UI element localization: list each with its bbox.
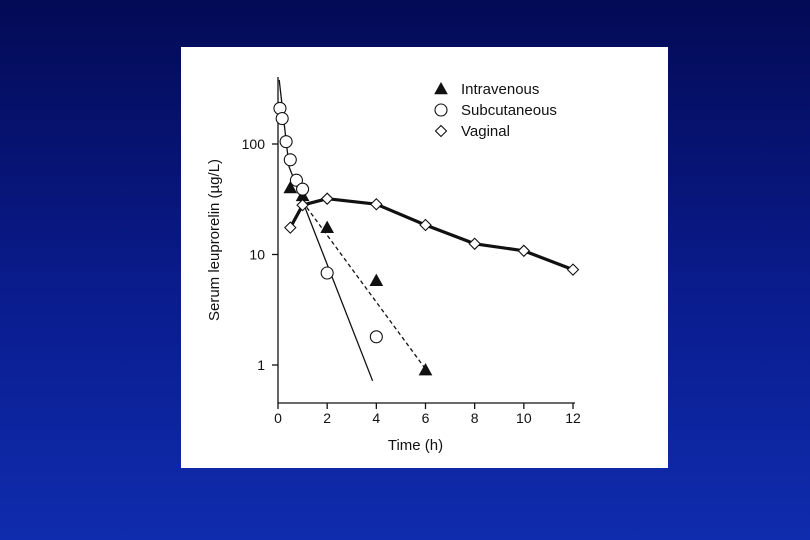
data-point: [296, 182, 310, 196]
series-line: [302, 201, 427, 370]
data-point: [320, 192, 334, 205]
data-point: [283, 153, 297, 167]
data-point: [296, 198, 309, 212]
legend-marker: [434, 124, 448, 138]
x-axis-title: Time (h): [388, 437, 443, 454]
x-tick-label: 0: [274, 410, 282, 426]
chart-panel: 0 2 4 6 8 10 12 1 10 100 Time (h) Serum leuprorelin…: [181, 47, 668, 468]
data-point: [517, 244, 531, 258]
data-point: [468, 237, 481, 251]
data-point: [418, 363, 433, 376]
x-tick-label: 8: [471, 410, 479, 426]
data-point: [369, 330, 383, 344]
data-point: [284, 221, 297, 234]
data-point: [370, 197, 383, 211]
y-tick-label: 1: [257, 357, 265, 373]
series-line: [288, 197, 574, 272]
x-tick-label: 12: [565, 410, 581, 426]
legend-label: Vaginal: [461, 123, 510, 140]
data-point: [289, 173, 303, 187]
x-tick-label: 10: [516, 410, 532, 426]
data-point: [419, 218, 432, 232]
legend-marker: [434, 103, 448, 117]
data-point: [275, 111, 289, 126]
legend-label: Intravenous: [461, 81, 539, 98]
data-point: [566, 263, 580, 276]
x-tick-label: 4: [372, 410, 380, 426]
y-tick-label: 10: [249, 247, 265, 263]
x-tick-label: 6: [422, 410, 430, 426]
x-tick-label: 2: [323, 410, 331, 426]
legend-marker: [434, 81, 448, 95]
data-point: [279, 135, 293, 149]
y-axis-title: Serum leuprorelin (µg/L): [206, 159, 223, 321]
data-point: [320, 266, 334, 280]
data-point: [320, 220, 335, 233]
pharmacokinetic-chart: 0 2 4 6 8 10 12 1 10 100 Time (h) Serum leuprorelin…: [206, 77, 581, 454]
data-point: [283, 180, 298, 194]
data-point: [369, 273, 384, 286]
y-tick-label: 100: [242, 136, 266, 152]
legend-label: Subcutaneous: [461, 102, 557, 119]
